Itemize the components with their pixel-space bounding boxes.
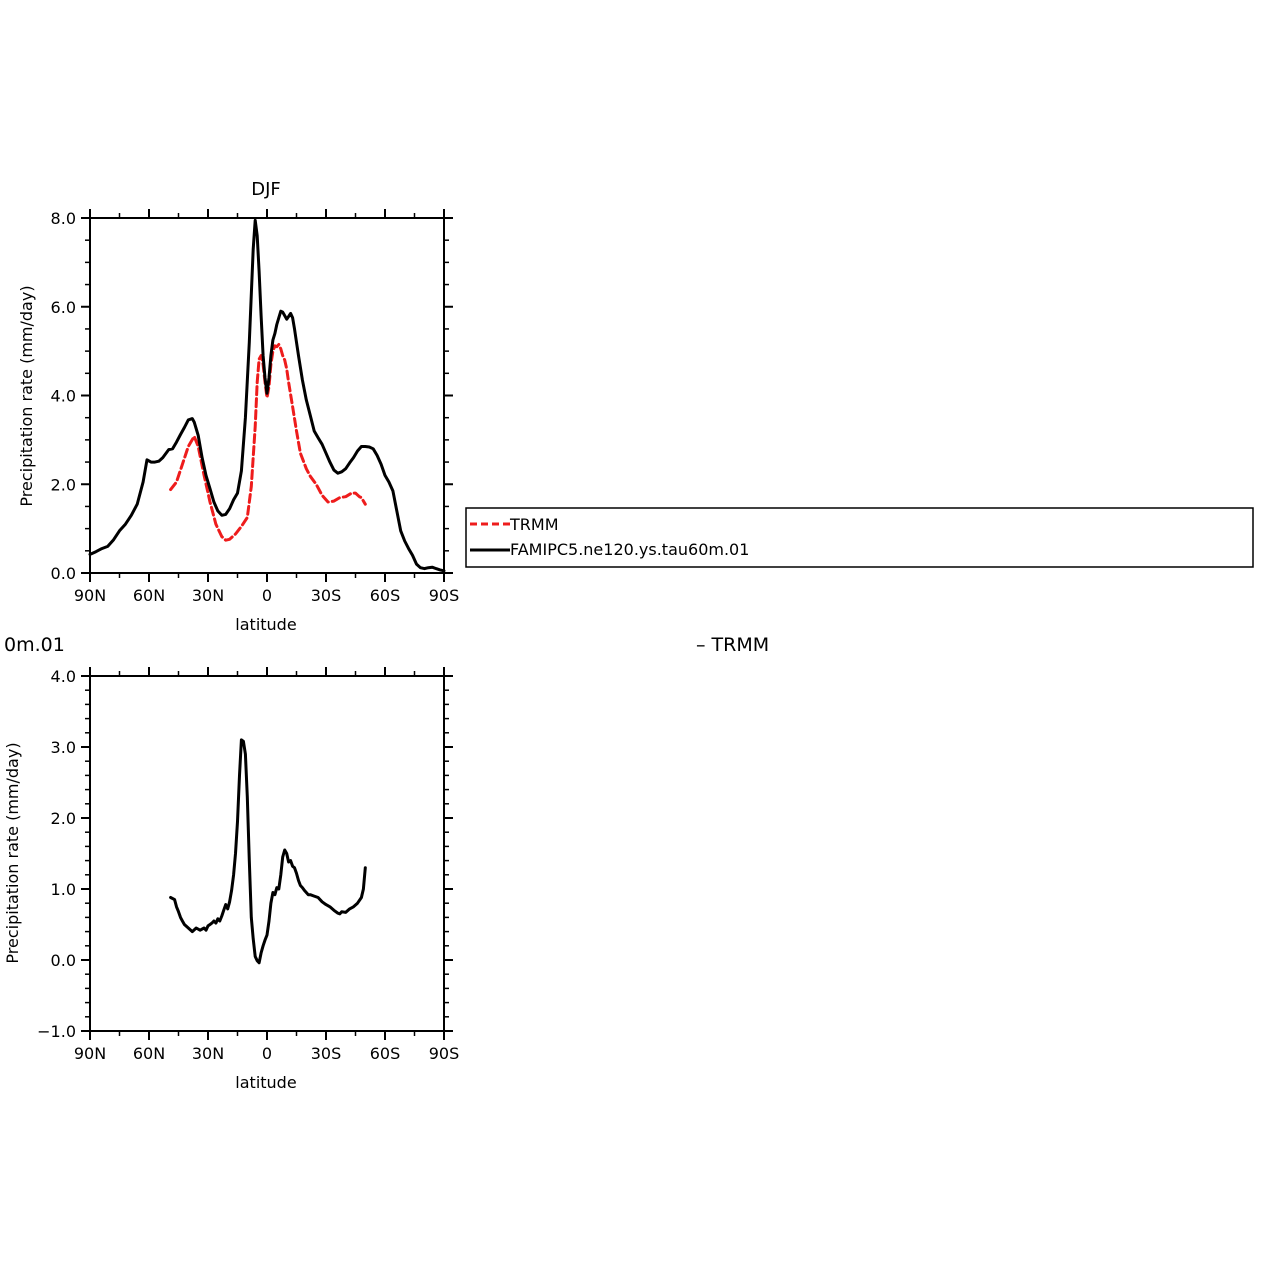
- x-axis-label: latitude: [235, 615, 296, 634]
- panel-title-right: – TRMM: [696, 634, 769, 656]
- y-tick-label: 0.0: [51, 564, 76, 583]
- y-tick-label: 2.0: [51, 809, 76, 828]
- series-line-difference: [169, 738, 367, 965]
- y-tick-label: 0.0: [51, 951, 76, 970]
- panel-title-left: 0m.01: [4, 634, 65, 656]
- plot-frame: [89, 675, 445, 1032]
- y-tick-label: 4.0: [51, 387, 76, 406]
- tick-labels: 90N 60N 30N 0 30S 60S 90S 0.0 2.0 4.0 6.0 8.0: [51, 209, 460, 605]
- tick-labels: 90N 60N 30N 0 30S 60S 90S −1.0 0.0 1.0 2.0 3.0 4.0: [37, 667, 459, 1063]
- x-tick-label: 0: [262, 1044, 272, 1063]
- x-tick-label: 60S: [370, 1044, 401, 1063]
- x-tick-label: 90S: [429, 1044, 460, 1063]
- legend-box: [465, 507, 1254, 568]
- axis-ticks: [81, 209, 453, 582]
- y-axis-label: Precipitation rate (mm/day): [3, 742, 22, 963]
- panel-title: DJF: [251, 179, 281, 200]
- y-tick-label: 8.0: [51, 209, 76, 228]
- legend-label-famipc5: FAMIPC5.ne120.ys.tau60m.01: [510, 540, 749, 559]
- x-tick-label: 90N: [74, 586, 106, 605]
- y-tick-label: −1.0: [37, 1022, 76, 1041]
- legend: TRMM FAMIPC5.ne120.ys.tau60m.01: [465, 507, 1254, 568]
- axis-ticks: [81, 667, 453, 1040]
- x-tick-label: 90N: [74, 1044, 106, 1063]
- legend-label-trmm: TRMM: [509, 515, 559, 534]
- panel-difference: 0m.01 – TRMM Precipitation rate (mm/day)…: [3, 634, 769, 1092]
- series-line-famipc5-ne120-ys-tau60m-01: [88, 218, 446, 573]
- y-tick-label: 3.0: [51, 738, 76, 757]
- x-axis-label: latitude: [235, 1073, 296, 1092]
- y-axis-label: Precipitation rate (mm/day): [17, 285, 36, 506]
- x-tick-label: 90S: [429, 586, 460, 605]
- y-tick-label: 1.0: [51, 880, 76, 899]
- y-tick-label: 6.0: [51, 298, 76, 317]
- x-tick-label: 60S: [370, 586, 401, 605]
- x-tick-label: 30N: [192, 1044, 224, 1063]
- y-tick-label: 4.0: [51, 667, 76, 686]
- x-tick-label: 60N: [133, 586, 165, 605]
- series-lines: [169, 738, 367, 965]
- series-lines: [88, 218, 446, 573]
- x-tick-label: 30S: [311, 586, 342, 605]
- x-tick-label: 30S: [311, 1044, 342, 1063]
- x-tick-label: 0: [262, 586, 272, 605]
- y-tick-label: 2.0: [51, 475, 76, 494]
- plot-frame: [89, 217, 445, 574]
- panel-djf: DJF Precipitation rate (mm/day) latitude…: [17, 179, 459, 634]
- x-tick-label: 60N: [133, 1044, 165, 1063]
- x-tick-label: 30N: [192, 586, 224, 605]
